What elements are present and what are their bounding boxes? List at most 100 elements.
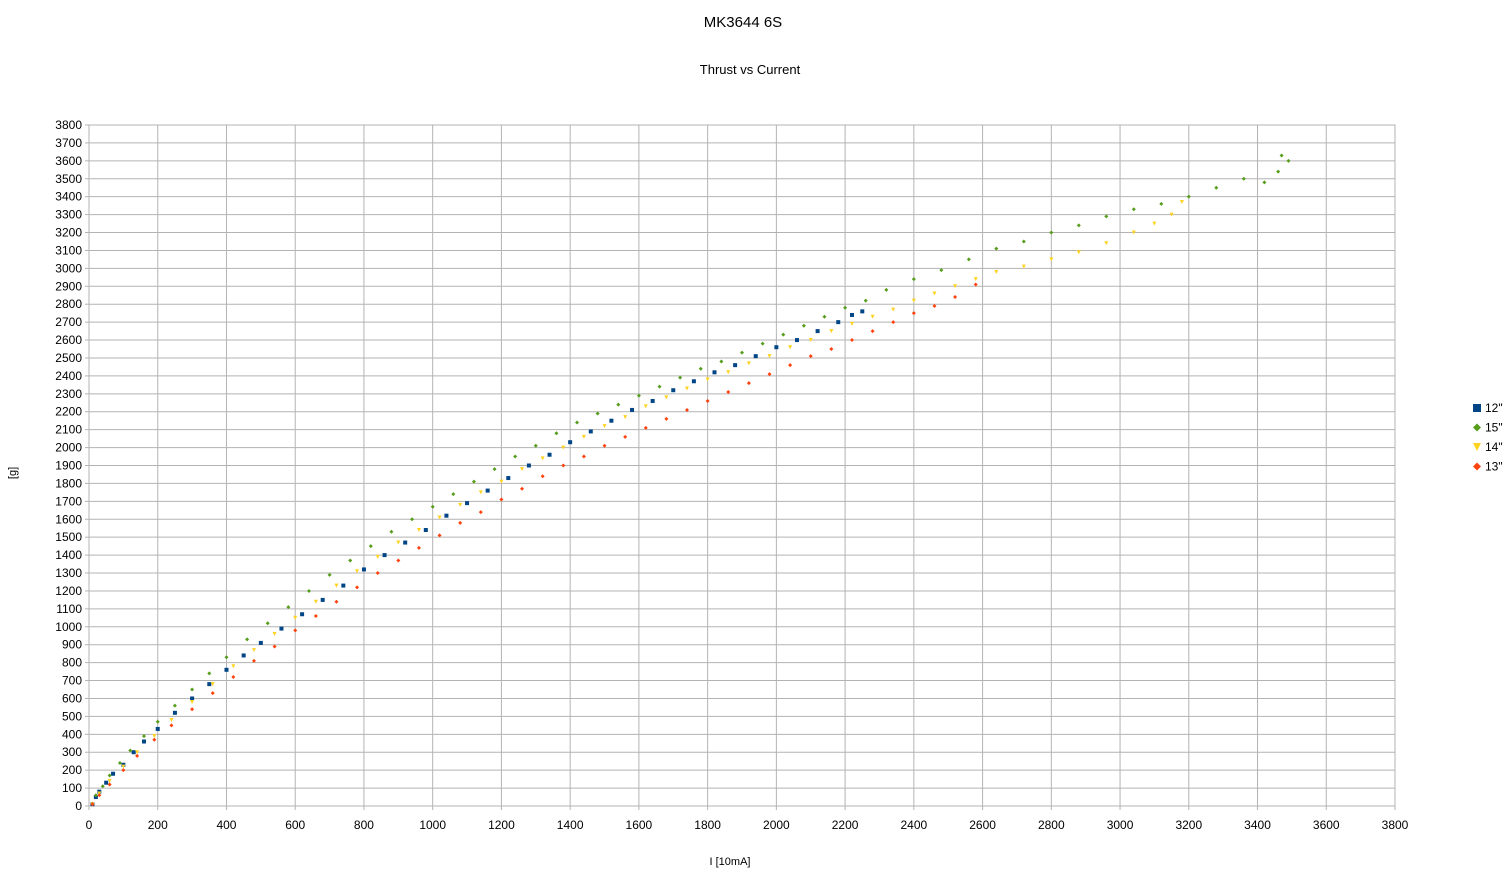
data-point — [355, 585, 360, 590]
x-tick-label: 3600 — [1313, 818, 1340, 832]
data-point — [293, 628, 298, 633]
y-tick-label: 3400 — [55, 190, 82, 204]
data-point — [396, 540, 401, 545]
y-tick-label: 2600 — [55, 333, 82, 347]
data-point — [630, 407, 635, 412]
data-point — [451, 492, 456, 497]
y-tick-label: 3000 — [55, 261, 82, 275]
chart-subtitle: Thrust vs Current — [700, 62, 801, 77]
data-point — [327, 572, 332, 577]
data-point — [437, 533, 442, 538]
data-point — [726, 390, 731, 395]
data-point — [829, 329, 834, 334]
chart-title: MK3644 6S — [704, 14, 782, 31]
data-point — [1169, 212, 1174, 217]
data-point — [760, 341, 765, 346]
legend-marker — [1473, 462, 1481, 471]
data-point — [705, 398, 710, 403]
data-point — [1286, 158, 1291, 163]
data-point — [746, 361, 751, 366]
data-point — [155, 719, 160, 724]
y-tick-label: 1300 — [55, 566, 82, 580]
data-point — [836, 320, 841, 325]
data-point — [207, 682, 212, 687]
data-point — [1279, 153, 1284, 158]
data-point — [568, 440, 573, 445]
data-point — [375, 571, 380, 576]
data-point — [636, 393, 641, 398]
data-point — [90, 802, 95, 807]
y-tick-label: 800 — [62, 656, 82, 670]
data-point — [533, 443, 538, 448]
data-point — [107, 778, 112, 783]
legend: 12" 15" 14" 13" — [1473, 401, 1503, 474]
x-axis-label: I [10mA] — [710, 856, 751, 868]
data-point — [753, 354, 758, 359]
y-tick-label: 1800 — [55, 476, 82, 490]
y-tick-label: 1600 — [55, 512, 82, 526]
data-point — [334, 583, 339, 588]
data-point — [478, 510, 483, 515]
data-point — [520, 467, 525, 472]
data-point — [107, 773, 112, 778]
data-point — [849, 321, 854, 326]
data-point — [788, 345, 793, 350]
x-tick-label: 3200 — [1175, 818, 1202, 832]
data-point — [513, 454, 518, 459]
data-point — [643, 404, 648, 409]
data-point — [334, 599, 339, 604]
y-tick-label: 1400 — [55, 548, 82, 562]
data-point — [1131, 230, 1136, 235]
x-tick-label: 3800 — [1382, 818, 1409, 832]
legend-marker — [1473, 404, 1481, 412]
y-tick-label: 600 — [62, 691, 82, 705]
data-point — [224, 667, 229, 672]
x-tick-label: 1000 — [419, 818, 446, 832]
x-tick-label: 0 — [86, 818, 93, 832]
x-tick-label: 1200 — [488, 818, 515, 832]
data-point — [1104, 214, 1109, 219]
data-point — [863, 298, 868, 303]
data-point — [973, 277, 978, 282]
data-point — [355, 569, 360, 574]
data-point — [829, 347, 834, 352]
data-point — [561, 445, 566, 450]
data-point — [190, 696, 195, 701]
data-point — [416, 528, 421, 533]
data-point — [478, 490, 483, 495]
data-point — [561, 463, 566, 468]
data-point — [623, 434, 628, 439]
data-point — [190, 700, 195, 705]
data-point — [602, 443, 607, 448]
data-point — [678, 375, 683, 380]
data-point — [911, 298, 916, 303]
data-point — [128, 748, 133, 753]
data-point — [107, 782, 112, 787]
data-point — [870, 314, 875, 319]
y-tick-label: 1900 — [55, 459, 82, 473]
data-point — [341, 583, 346, 588]
y-tick-label: 2300 — [55, 387, 82, 401]
y-tick-label: 300 — [62, 745, 82, 759]
data-point — [251, 648, 256, 653]
data-point — [382, 553, 387, 558]
data-point — [169, 717, 174, 722]
data-point — [499, 479, 504, 484]
data-point — [1049, 230, 1054, 235]
data-point — [1159, 201, 1164, 206]
data-point — [815, 329, 820, 334]
data-point — [135, 753, 140, 758]
data-point — [368, 544, 373, 549]
data-point — [891, 307, 896, 312]
data-point — [643, 425, 648, 430]
y-tick-label: 3300 — [55, 208, 82, 222]
data-point — [389, 529, 394, 534]
data-point — [650, 398, 655, 403]
data-point — [849, 312, 854, 317]
data-point — [286, 605, 291, 610]
x-tick-label: 2200 — [832, 818, 859, 832]
data-point — [994, 246, 999, 251]
data-point — [1049, 257, 1054, 262]
data-point — [1241, 176, 1246, 181]
legend-item: 14" — [1473, 440, 1503, 454]
